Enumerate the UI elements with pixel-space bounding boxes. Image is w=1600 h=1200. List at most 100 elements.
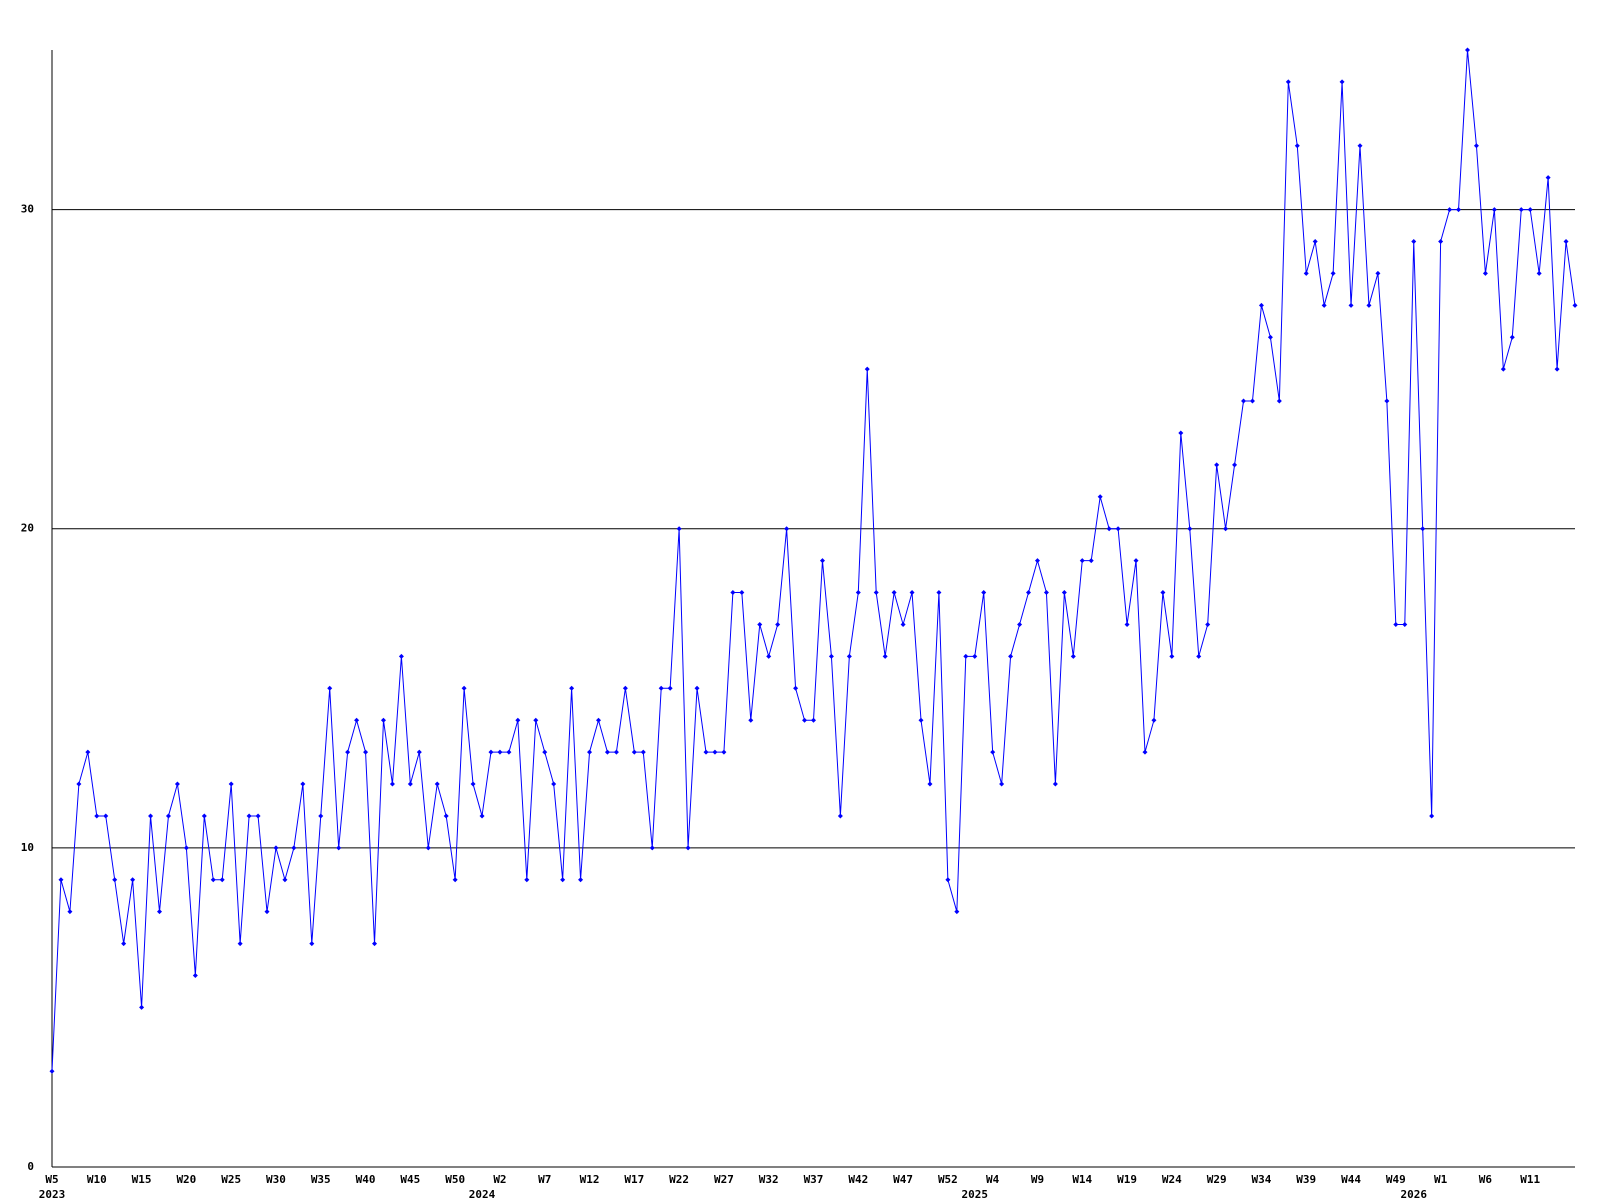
point [1312, 238, 1318, 244]
point [139, 1004, 145, 1010]
point [425, 845, 431, 851]
point [1097, 494, 1103, 500]
point [784, 526, 790, 532]
x-tick-label: W10 [87, 1173, 107, 1186]
point [183, 845, 189, 851]
point [130, 877, 136, 883]
x-tick-label: W24 [1162, 1173, 1182, 1186]
point [1375, 270, 1381, 276]
point [1196, 653, 1202, 659]
y-tick-label: 30 [21, 203, 34, 216]
point [1017, 621, 1023, 627]
point [1572, 302, 1578, 308]
x-year-label: 2025 [962, 1188, 989, 1200]
point [721, 749, 727, 755]
x-tick-label: W12 [580, 1173, 600, 1186]
point [407, 781, 413, 787]
y-tick-label: 10 [21, 841, 34, 854]
point [1429, 813, 1435, 819]
x-tick-label: W42 [848, 1173, 868, 1186]
point [76, 781, 82, 787]
point [703, 749, 709, 755]
point [497, 749, 503, 755]
point [192, 973, 198, 979]
point [882, 653, 888, 659]
point [999, 781, 1005, 787]
point [775, 621, 781, 627]
point [712, 749, 718, 755]
point [640, 749, 646, 755]
point [694, 685, 700, 691]
x-tick-label: W47 [893, 1173, 913, 1186]
point [631, 749, 637, 755]
y-tick-label: 20 [21, 522, 34, 535]
point [604, 749, 610, 755]
x-tick-label: W29 [1207, 1173, 1227, 1186]
x-year-label: 2024 [469, 1188, 496, 1200]
point [1473, 143, 1479, 149]
point [309, 941, 315, 947]
point [148, 813, 154, 819]
x-tick-label: W35 [311, 1173, 331, 1186]
point [828, 653, 834, 659]
point [506, 749, 512, 755]
x-tick-label: W34 [1252, 1173, 1272, 1186]
point [587, 749, 593, 755]
point [291, 845, 297, 851]
x-tick-label: W7 [538, 1173, 551, 1186]
x-tick-label: W50 [445, 1173, 465, 1186]
point [1456, 207, 1462, 213]
point [1545, 175, 1551, 181]
point [327, 685, 333, 691]
point [1142, 749, 1148, 755]
point [1500, 366, 1506, 372]
point [1115, 526, 1121, 532]
point [613, 749, 619, 755]
point [811, 717, 816, 723]
point [264, 909, 270, 915]
point [1554, 366, 1560, 372]
x-tick-label: W44 [1341, 1173, 1361, 1186]
point [1178, 430, 1184, 436]
point [1267, 334, 1273, 340]
point [1151, 717, 1157, 723]
point [837, 813, 843, 819]
point [1518, 207, 1524, 213]
point [864, 366, 870, 372]
x-tick-label: W14 [1072, 1173, 1092, 1186]
point [918, 717, 924, 723]
point [157, 909, 163, 915]
x-tick-label: W4 [986, 1173, 1000, 1186]
point [1052, 781, 1058, 787]
point [318, 813, 324, 819]
x-tick-label: W15 [132, 1173, 152, 1186]
x-tick-label: W20 [176, 1173, 196, 1186]
point [1357, 143, 1363, 149]
point [667, 685, 673, 691]
point [1026, 590, 1032, 596]
point [1070, 653, 1076, 659]
point [1124, 621, 1130, 627]
point [85, 749, 91, 755]
point [748, 717, 754, 723]
point [49, 1068, 55, 1074]
point [945, 877, 951, 883]
x-tick-label: W22 [669, 1173, 689, 1186]
x-tick-label: W11 [1520, 1173, 1540, 1186]
point [255, 813, 261, 819]
point [551, 781, 557, 787]
point [336, 845, 342, 851]
point [981, 590, 987, 596]
x-tick-label: W39 [1296, 1173, 1316, 1186]
point [1214, 462, 1220, 468]
point [300, 781, 306, 787]
point [873, 590, 879, 596]
point [649, 845, 655, 851]
point [1303, 270, 1309, 276]
point [1249, 398, 1255, 404]
point [990, 749, 996, 755]
point [1106, 526, 1112, 532]
point [1447, 207, 1453, 213]
point [569, 685, 575, 691]
point [730, 590, 736, 596]
